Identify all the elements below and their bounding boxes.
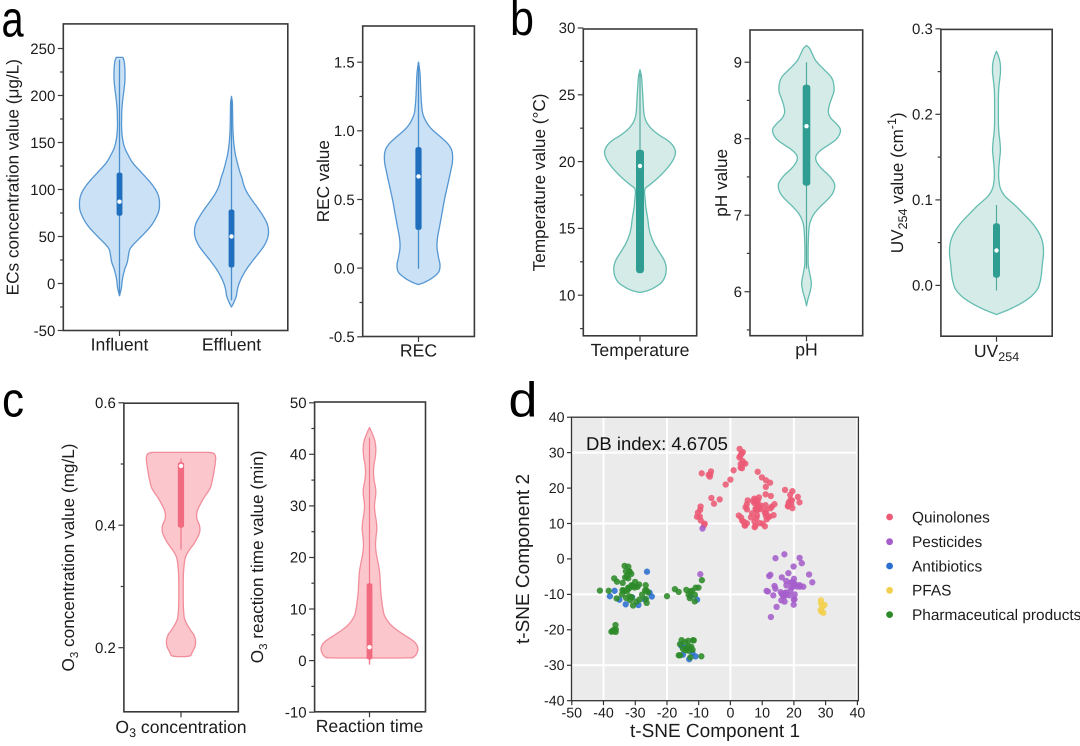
svg-text:Pharmaceutical products: Pharmaceutical products [912, 607, 1080, 624]
svg-text:pH value: pH value [711, 149, 731, 217]
svg-text:Quinolones: Quinolones [912, 509, 990, 526]
svg-text:1.0: 1.0 [334, 123, 355, 140]
svg-text:-0.5: -0.5 [329, 329, 355, 346]
svg-text:-20: -20 [657, 706, 678, 722]
svg-text:Pesticides: Pesticides [912, 534, 982, 551]
svg-text:Effluent: Effluent [202, 335, 261, 355]
svg-text:Temperature: Temperature [591, 340, 690, 360]
svg-text:ECs concentration value (μg/L): ECs concentration value (μg/L) [3, 59, 23, 295]
svg-text:-30: -30 [625, 706, 646, 722]
svg-text:0.0: 0.0 [912, 278, 933, 295]
svg-text:50: 50 [290, 395, 307, 412]
svg-text:O3 concentration: O3 concentration [115, 717, 246, 740]
svg-text:50: 50 [39, 229, 56, 246]
svg-text:pH: pH [795, 340, 818, 360]
svg-text:b: b [510, 0, 534, 46]
svg-text:0: 0 [557, 552, 565, 568]
svg-text:UV254 value (cm-1): UV254 value (cm-1) [885, 112, 910, 253]
svg-text:O3 concentration value (mg/L): O3 concentration value (mg/L) [58, 443, 81, 671]
svg-text:Reaction time: Reaction time [316, 716, 424, 736]
svg-text:15: 15 [559, 221, 576, 238]
svg-text:10: 10 [559, 287, 576, 304]
svg-text:10: 10 [549, 516, 565, 532]
svg-text:10: 10 [290, 601, 307, 618]
svg-text:1.5: 1.5 [334, 54, 355, 71]
svg-text:-20: -20 [544, 623, 565, 639]
svg-text:0.6: 0.6 [95, 395, 116, 412]
svg-text:c: c [2, 374, 24, 428]
svg-text:REC value: REC value [313, 140, 333, 222]
svg-text:20: 20 [549, 481, 565, 497]
svg-text:7: 7 [734, 207, 742, 224]
svg-text:40: 40 [549, 410, 565, 426]
svg-text:20: 20 [786, 706, 802, 722]
svg-text:-40: -40 [593, 706, 614, 722]
svg-text:0.1: 0.1 [912, 192, 933, 209]
svg-text:6: 6 [734, 284, 742, 301]
svg-text:40: 40 [290, 447, 307, 464]
svg-text:0.2: 0.2 [95, 640, 116, 657]
svg-text:REC: REC [400, 341, 437, 361]
svg-text:PFAS: PFAS [912, 583, 951, 600]
svg-text:8: 8 [734, 131, 742, 148]
svg-text:t-SNE Component 1: t-SNE Component 1 [630, 721, 800, 742]
svg-text:30: 30 [559, 20, 576, 37]
svg-text:-50: -50 [562, 706, 583, 722]
svg-text:Influent: Influent [91, 335, 149, 355]
svg-text:30: 30 [290, 498, 307, 515]
svg-text:-10: -10 [544, 587, 565, 603]
svg-text:0.4: 0.4 [95, 518, 116, 535]
svg-text:100: 100 [30, 182, 55, 199]
svg-text:0.5: 0.5 [334, 192, 355, 209]
svg-text:30: 30 [549, 445, 565, 461]
svg-text:d: d [509, 374, 538, 428]
svg-text:DB index: 4.6705: DB index: 4.6705 [586, 433, 728, 454]
svg-text:20: 20 [559, 154, 576, 171]
svg-text:Temperature value (°C): Temperature value (°C) [529, 93, 549, 271]
svg-text:-50: -50 [34, 323, 56, 340]
svg-text:-10: -10 [285, 704, 307, 721]
svg-text:40: 40 [850, 706, 866, 722]
svg-text:200: 200 [30, 88, 55, 105]
svg-text:150: 150 [30, 135, 55, 152]
svg-text:9: 9 [734, 54, 742, 71]
svg-text:-30: -30 [544, 658, 565, 674]
svg-text:0.3: 0.3 [912, 21, 933, 38]
svg-text:30: 30 [818, 706, 834, 722]
svg-text:t-SNE Component 2: t-SNE Component 2 [513, 474, 534, 644]
svg-text:25: 25 [559, 87, 576, 104]
svg-text:a: a [2, 0, 25, 48]
svg-text:O3 reaction time value (min): O3 reaction time value (min) [247, 451, 270, 664]
svg-text:0: 0 [298, 653, 306, 670]
svg-text:Antibiotics: Antibiotics [912, 558, 982, 575]
svg-text:250: 250 [30, 41, 55, 58]
svg-text:10: 10 [754, 706, 770, 722]
svg-text:-40: -40 [544, 694, 565, 710]
svg-text:-10: -10 [688, 706, 709, 722]
svg-text:0: 0 [726, 706, 734, 722]
svg-text:20: 20 [290, 550, 307, 567]
svg-text:0.2: 0.2 [912, 107, 933, 124]
svg-text:0.0: 0.0 [334, 260, 355, 277]
svg-text:0: 0 [47, 276, 55, 293]
